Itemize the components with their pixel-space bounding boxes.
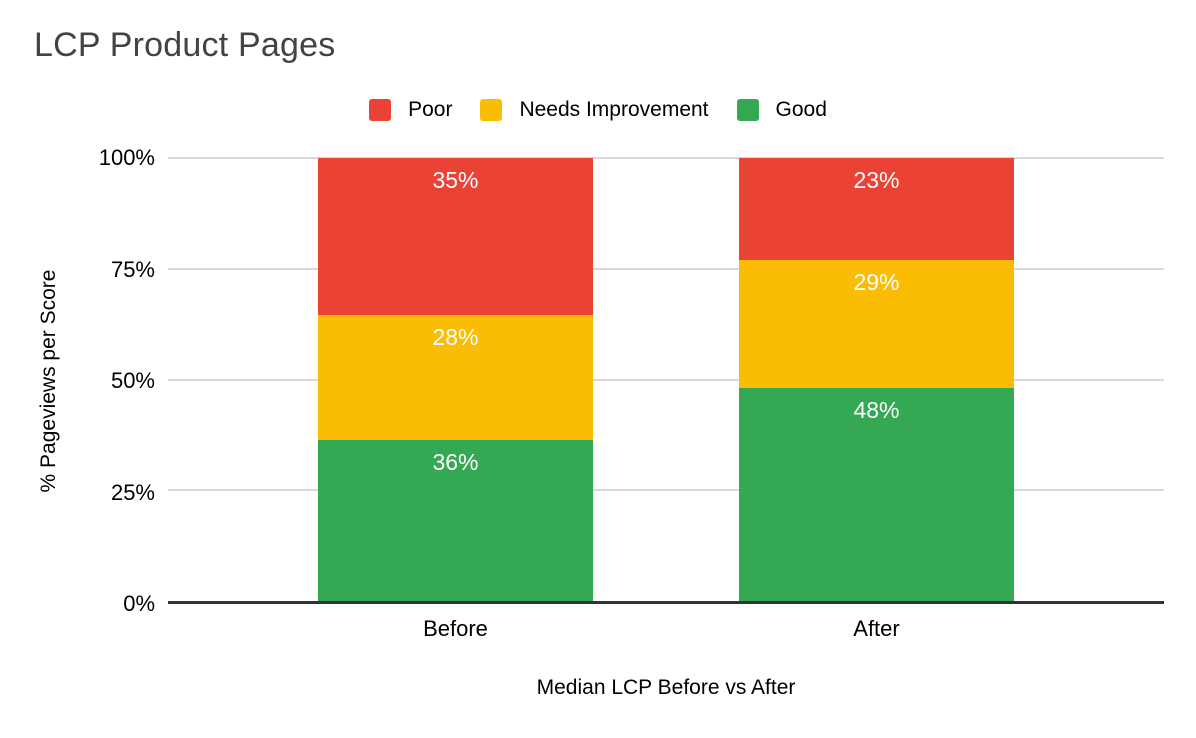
plot-area: 35% 28% 36% 23% 29% 48% [168,157,1164,604]
bar-segment-poor: 35% [318,158,593,315]
legend-swatch-needs-improvement [480,99,503,121]
bar-segment-needs-improvement: 28% [318,314,593,440]
chart-title: LCP Product Pages [34,26,336,64]
x-category-label-before: Before [423,616,488,641]
y-tick-100: 100% [98,145,155,170]
x-category-label-after: After [853,616,900,641]
legend-label-needs-improvement: Needs Improvement [519,98,709,121]
bar-segment-needs-improvement: 29% [739,259,1014,389]
y-tick-0: 0% [123,591,155,616]
legend-item-good[interactable]: Good [736,98,827,122]
legend-label-poor: Poor [408,98,453,121]
bar-segment-value: 35% [432,167,479,193]
y-tick-25: 25% [110,479,155,505]
gridline-75 [168,267,1164,270]
bar-segment-value: 23% [853,167,900,193]
legend-swatch-good [736,99,759,121]
bar-segment-value: 29% [853,268,900,295]
bar-segment-good: 48% [739,388,1014,601]
x-axis-title: Median LCP Before vs After [536,676,796,699]
y-tick-50: 50% [110,368,155,393]
legend-item-needs-improvement[interactable]: Needs Improvement [480,98,709,122]
stacked-bar-before: 35% 28% 36% [318,158,593,601]
bar-segment-value: 36% [432,448,479,475]
y-axis-tick-labels: 100% 75% 50% 25% 0% [0,145,155,616]
legend-item-poor[interactable]: Poor [369,98,452,122]
gridline-25 [168,489,1164,492]
bar-segment-value: 48% [853,397,900,424]
bar-segment-value: 28% [432,323,479,350]
y-tick-75: 75% [110,256,155,282]
stacked-bar-after: 23% 29% 48% [739,158,1014,601]
chart-legend: Poor Needs Improvement Good [0,98,1196,122]
legend-label-good: Good [775,98,827,121]
bar-segment-poor: 23% [739,158,1014,260]
bar-segment-good: 36% [318,439,593,601]
legend-swatch-poor [369,99,392,121]
y-axis-title: % Pageviews per Score [37,269,60,493]
gridline-100 [168,157,1164,159]
gridline-50 [168,378,1164,381]
